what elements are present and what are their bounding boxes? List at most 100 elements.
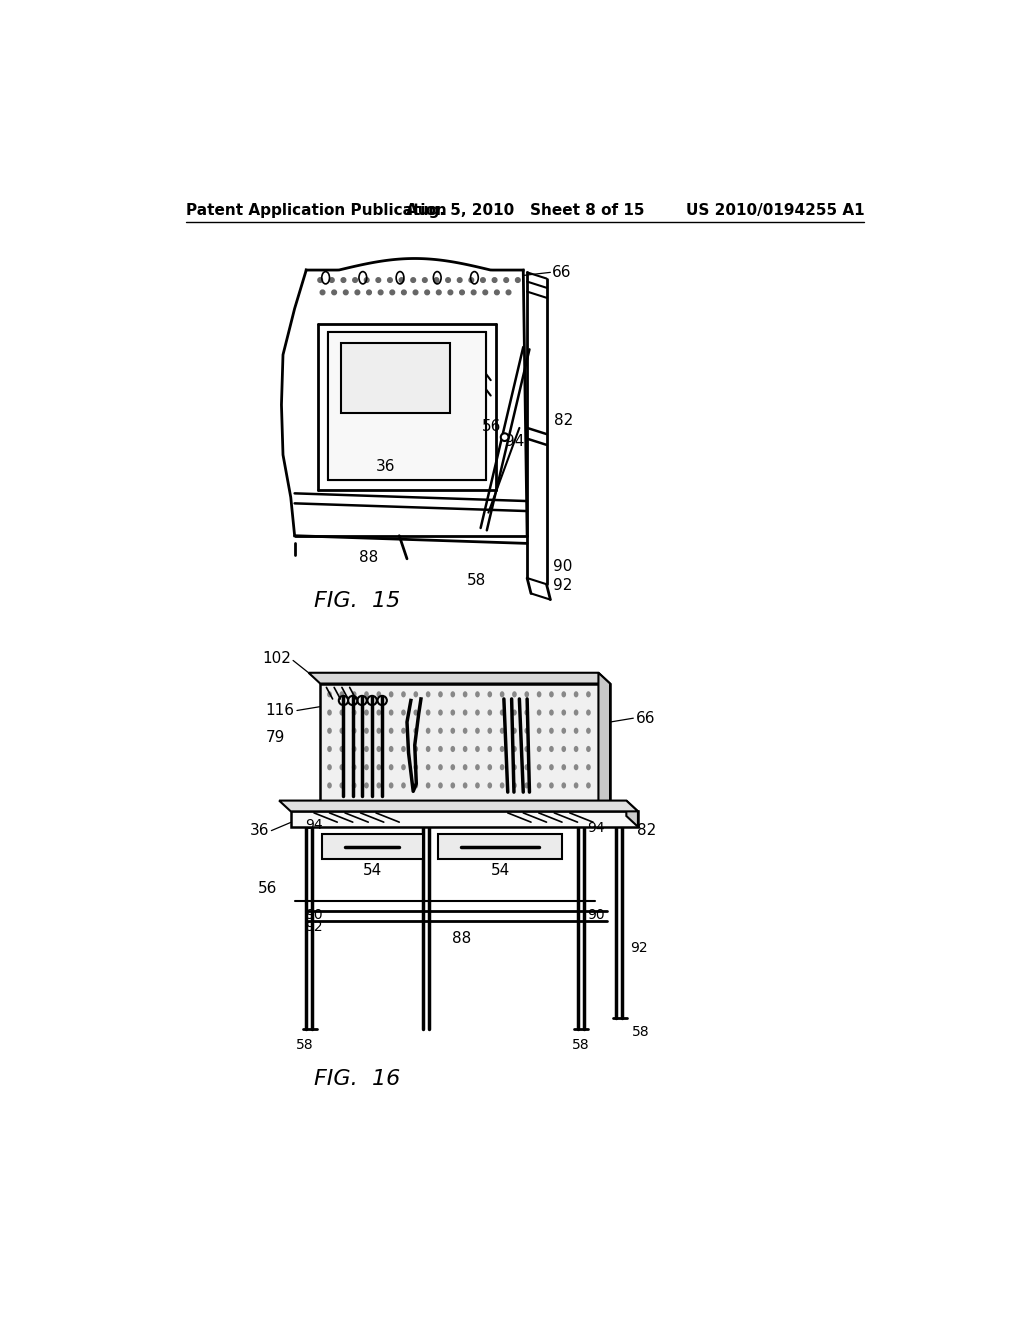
Ellipse shape: [401, 783, 406, 788]
Text: 94: 94: [587, 821, 604, 836]
Ellipse shape: [365, 692, 369, 697]
Bar: [291, 812, 638, 826]
Text: FIG.  15: FIG. 15: [314, 591, 400, 611]
Ellipse shape: [487, 727, 493, 734]
Ellipse shape: [512, 746, 517, 752]
Text: 54: 54: [362, 863, 382, 878]
Ellipse shape: [561, 764, 566, 771]
Ellipse shape: [426, 727, 430, 734]
Circle shape: [399, 277, 403, 282]
Ellipse shape: [365, 783, 369, 788]
Ellipse shape: [377, 764, 381, 771]
Ellipse shape: [451, 709, 455, 715]
Ellipse shape: [500, 692, 505, 697]
Ellipse shape: [365, 746, 369, 752]
Circle shape: [480, 277, 485, 282]
Ellipse shape: [512, 783, 517, 788]
Ellipse shape: [328, 746, 332, 752]
Text: 90: 90: [587, 908, 604, 923]
Circle shape: [425, 290, 429, 294]
Ellipse shape: [438, 746, 442, 752]
Text: Patent Application Publication: Patent Application Publication: [186, 203, 446, 218]
Ellipse shape: [524, 692, 529, 697]
Text: 94: 94: [506, 434, 524, 449]
Ellipse shape: [328, 783, 332, 788]
Ellipse shape: [340, 783, 344, 788]
Circle shape: [343, 290, 348, 294]
Ellipse shape: [426, 764, 430, 771]
Ellipse shape: [549, 783, 554, 788]
Ellipse shape: [586, 692, 591, 697]
Circle shape: [460, 290, 464, 294]
Text: 90: 90: [553, 558, 572, 574]
Ellipse shape: [487, 764, 493, 771]
Ellipse shape: [561, 709, 566, 715]
Circle shape: [504, 277, 509, 282]
Circle shape: [493, 277, 497, 282]
Text: Aug. 5, 2010   Sheet 8 of 15: Aug. 5, 2010 Sheet 8 of 15: [406, 203, 644, 218]
Ellipse shape: [561, 783, 566, 788]
Text: 92: 92: [630, 941, 648, 954]
Ellipse shape: [463, 783, 467, 788]
Ellipse shape: [352, 783, 356, 788]
Circle shape: [469, 277, 474, 282]
Circle shape: [501, 433, 509, 441]
Ellipse shape: [500, 783, 505, 788]
Ellipse shape: [512, 727, 517, 734]
Ellipse shape: [328, 764, 332, 771]
Ellipse shape: [426, 709, 430, 715]
Text: 66: 66: [552, 265, 571, 280]
Ellipse shape: [512, 692, 517, 697]
Ellipse shape: [377, 746, 381, 752]
Ellipse shape: [586, 783, 591, 788]
Circle shape: [365, 277, 369, 282]
Circle shape: [376, 277, 381, 282]
Circle shape: [390, 290, 394, 294]
Ellipse shape: [537, 692, 542, 697]
Ellipse shape: [512, 709, 517, 715]
Ellipse shape: [463, 746, 467, 752]
Ellipse shape: [586, 709, 591, 715]
Ellipse shape: [524, 727, 529, 734]
Ellipse shape: [340, 692, 344, 697]
Ellipse shape: [328, 692, 332, 697]
Ellipse shape: [401, 746, 406, 752]
Bar: [321, 684, 610, 812]
Ellipse shape: [500, 727, 505, 734]
Ellipse shape: [537, 746, 542, 752]
Ellipse shape: [389, 746, 393, 752]
Circle shape: [506, 290, 511, 294]
Text: 88: 88: [452, 931, 471, 946]
Circle shape: [434, 277, 438, 282]
Text: 82: 82: [637, 824, 656, 838]
Ellipse shape: [340, 746, 344, 752]
Ellipse shape: [487, 709, 493, 715]
Text: 88: 88: [358, 549, 378, 565]
Ellipse shape: [389, 692, 393, 697]
Circle shape: [330, 277, 334, 282]
Ellipse shape: [438, 783, 442, 788]
Ellipse shape: [549, 764, 554, 771]
Ellipse shape: [401, 709, 406, 715]
Ellipse shape: [352, 764, 356, 771]
Ellipse shape: [549, 692, 554, 697]
Text: 90: 90: [305, 908, 323, 923]
Text: 79: 79: [266, 730, 286, 744]
Circle shape: [332, 290, 337, 294]
Ellipse shape: [573, 692, 579, 697]
Circle shape: [515, 277, 520, 282]
Bar: [328, 331, 486, 480]
Ellipse shape: [414, 764, 418, 771]
Circle shape: [321, 290, 325, 294]
Ellipse shape: [352, 692, 356, 697]
Circle shape: [449, 290, 453, 294]
Ellipse shape: [475, 692, 480, 697]
Ellipse shape: [573, 709, 579, 715]
Ellipse shape: [377, 727, 381, 734]
Circle shape: [317, 277, 323, 282]
Ellipse shape: [573, 783, 579, 788]
Text: 58: 58: [467, 573, 486, 587]
Text: US 2010/0194255 A1: US 2010/0194255 A1: [686, 203, 864, 218]
Ellipse shape: [451, 764, 455, 771]
Ellipse shape: [451, 692, 455, 697]
